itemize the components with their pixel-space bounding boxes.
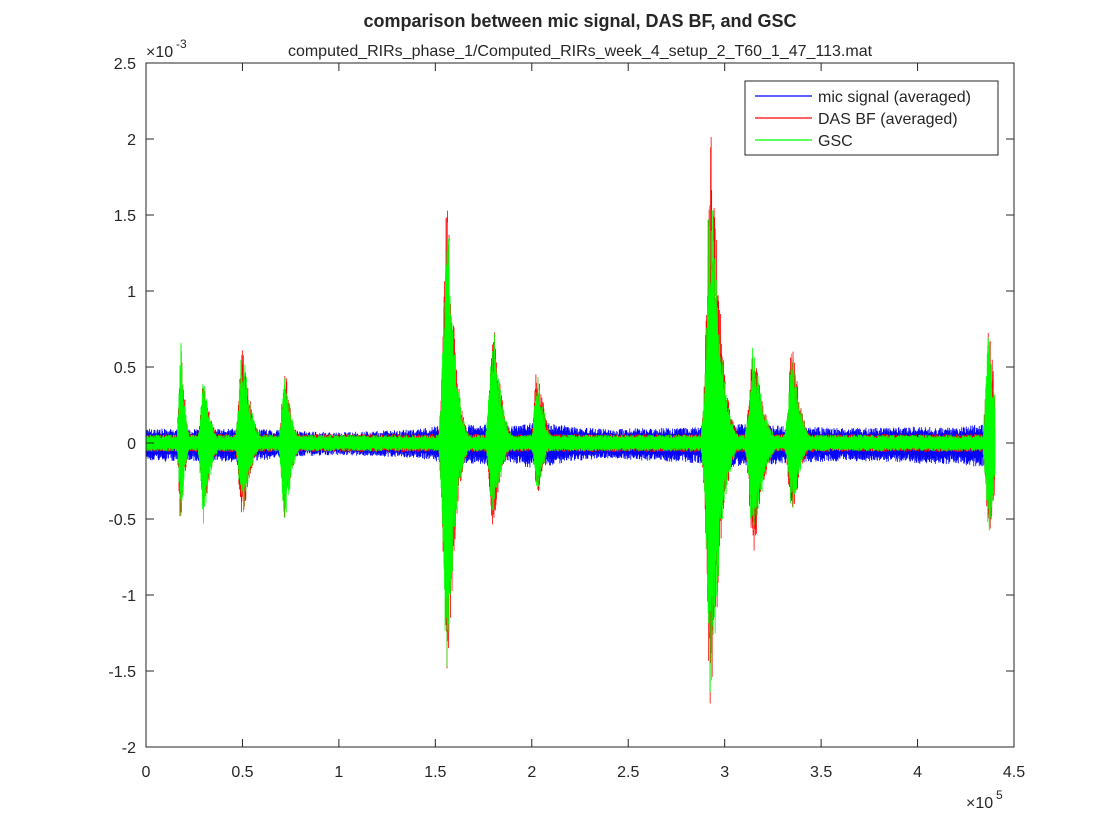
y-exponent-base: ×10 [146, 44, 173, 61]
y-axis-exponent: ×10 -3 [146, 37, 187, 61]
ticks-layer: 0 0.5 1 1.5 2 2.5 3 3.5 4 4.5 -2 -1.5 -1 -0.5 0 0.5 1 1.5… [108, 56, 1025, 781]
y-tick-label: -2 [122, 740, 136, 757]
x-tick-label: 0 [142, 764, 151, 781]
x-tick-label: 3.5 [810, 764, 832, 781]
y-tick-label: -1 [122, 588, 136, 605]
legend-box [744, 80, 999, 156]
x-tick-label: 1 [334, 764, 343, 781]
x-axis-exponent: ×10 5 [966, 788, 1003, 812]
legend-item-das: DAS BF (averaged) [755, 111, 958, 128]
legend: mic signal (averaged) DAS BF (averaged) … [744, 80, 999, 156]
y-tick-label: 2 [127, 132, 136, 149]
chart-title: comparison between mic signal, DAS BF, a… [363, 11, 796, 31]
x-tick-label: 1.5 [424, 764, 446, 781]
plot-area: 0 0.5 1 1.5 2 2.5 3 3.5 4 4.5 -2 -1.5 -1 -0.5 0 0.5 1 1.5… [108, 56, 1025, 781]
y-exponent-power: -3 [176, 37, 187, 51]
legend-label-das: DAS BF (averaged) [818, 111, 958, 128]
axes-frame [145, 62, 1015, 748]
legend-item-mic: mic signal (averaged) [755, 89, 971, 106]
x-tick-label: 4.5 [1003, 764, 1025, 781]
x-tick-label: 4 [913, 764, 922, 781]
x-tick-label: 2.5 [617, 764, 639, 781]
x-exponent-base: ×10 [966, 795, 993, 812]
y-tick-label: 0.5 [114, 360, 136, 377]
x-tick-label: 0.5 [231, 764, 253, 781]
legend-label-gsc: GSC [818, 133, 853, 150]
y-tick-label: -0.5 [108, 512, 136, 529]
chart-subtitle: computed_RIRs_phase_1/Computed_RIRs_week… [288, 43, 873, 60]
x-exponent-power: 5 [996, 788, 1003, 802]
y-tick-label: 0 [127, 436, 136, 453]
y-tick-label: -1.5 [108, 664, 136, 681]
axes-box [146, 63, 1014, 747]
x-tick-label: 2 [527, 764, 536, 781]
y-tick-label: 1.5 [114, 208, 136, 225]
y-tick-label: 1 [127, 284, 136, 301]
x-tick-label: 3 [720, 764, 729, 781]
legend-item-gsc: GSC [755, 133, 853, 150]
series-layer [146, 137, 996, 704]
y-tick-label: 2.5 [114, 56, 136, 73]
legend-label-mic: mic signal (averaged) [818, 89, 971, 106]
series-gsc-line [146, 205, 996, 692]
